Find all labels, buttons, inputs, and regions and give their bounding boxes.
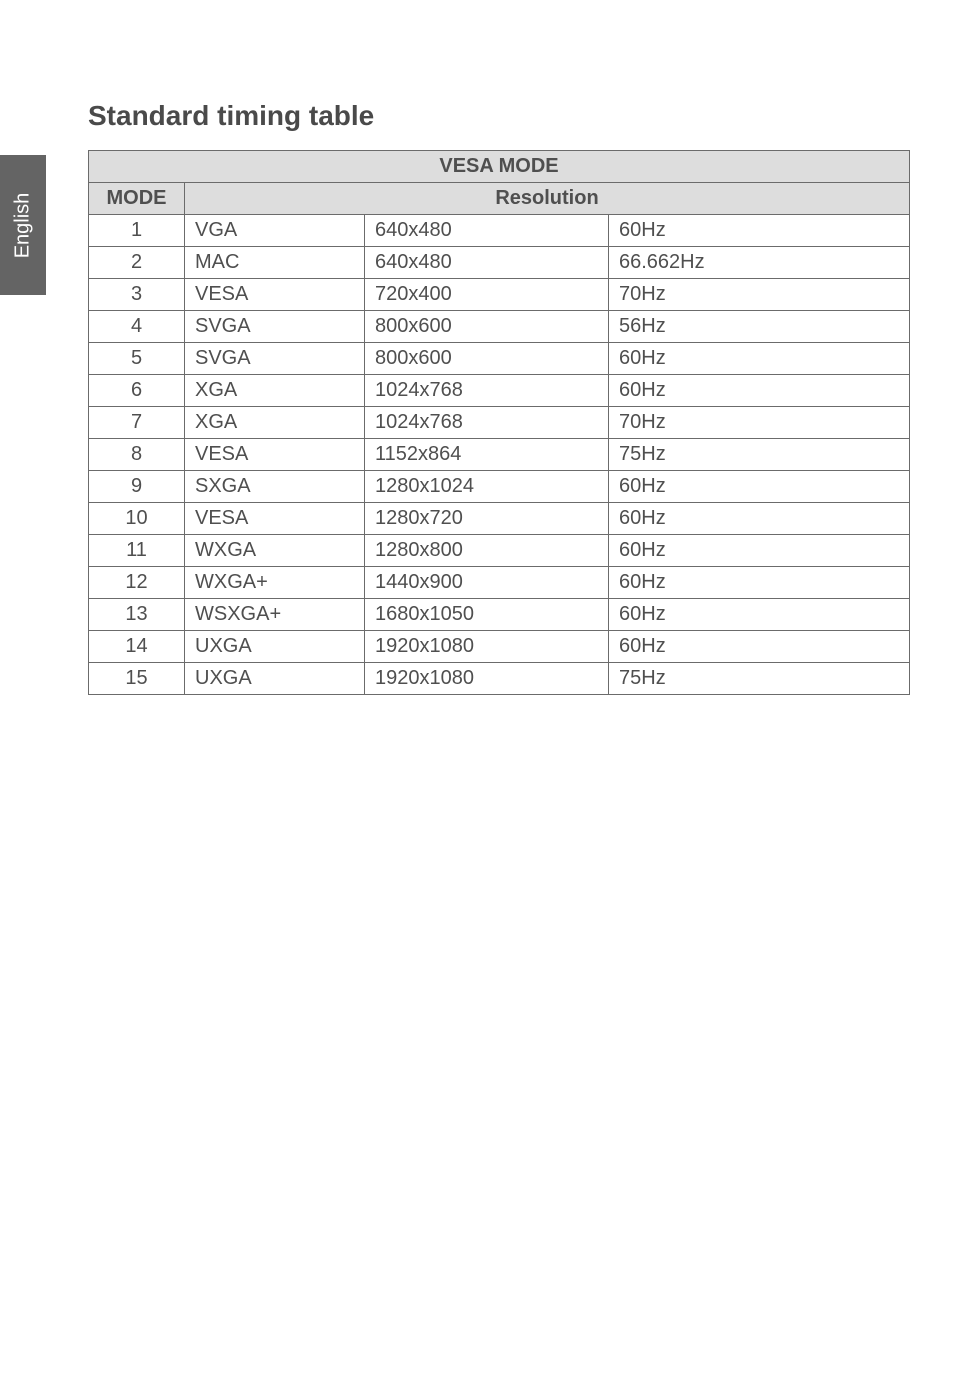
cell-resolution: 1280x800 <box>365 535 609 567</box>
cell-refresh: 60Hz <box>609 567 910 599</box>
table-header-vesa-mode: VESA MODE <box>89 151 910 183</box>
table-row: 1VGA640x48060Hz <box>89 215 910 247</box>
language-side-tab-label: English <box>12 192 35 258</box>
cell-refresh: 70Hz <box>609 279 910 311</box>
cell-mode: 7 <box>89 407 185 439</box>
cell-refresh: 56Hz <box>609 311 910 343</box>
cell-resolution: 1024x768 <box>365 407 609 439</box>
table-row: 12WXGA+1440x90060Hz <box>89 567 910 599</box>
table-row: 2MAC640x48066.662Hz <box>89 247 910 279</box>
cell-resolution: 720x400 <box>365 279 609 311</box>
cell-standard: VESA <box>185 503 365 535</box>
cell-standard: SXGA <box>185 471 365 503</box>
cell-resolution: 1280x720 <box>365 503 609 535</box>
cell-resolution: 800x600 <box>365 343 609 375</box>
cell-resolution: 640x480 <box>365 215 609 247</box>
table-row: 10VESA1280x72060Hz <box>89 503 910 535</box>
cell-mode: 13 <box>89 599 185 631</box>
page-title: Standard timing table <box>88 100 910 132</box>
cell-refresh: 60Hz <box>609 535 910 567</box>
cell-refresh: 60Hz <box>609 599 910 631</box>
table-row: 4SVGA800x60056Hz <box>89 311 910 343</box>
cell-resolution: 1920x1080 <box>365 663 609 695</box>
cell-refresh: 60Hz <box>609 343 910 375</box>
table-row: 11WXGA1280x80060Hz <box>89 535 910 567</box>
cell-mode: 15 <box>89 663 185 695</box>
cell-refresh: 60Hz <box>609 375 910 407</box>
table-row: 14UXGA1920x108060Hz <box>89 631 910 663</box>
timing-table: VESA MODE MODE Resolution 1VGA640x48060H… <box>88 150 910 695</box>
cell-standard: VESA <box>185 279 365 311</box>
table-header-mode: MODE <box>89 183 185 215</box>
cell-standard: WXGA <box>185 535 365 567</box>
cell-standard: XGA <box>185 407 365 439</box>
table-row: 3VESA720x40070Hz <box>89 279 910 311</box>
table-row: 7XGA1024x76870Hz <box>89 407 910 439</box>
cell-refresh: 75Hz <box>609 663 910 695</box>
table-header-resolution: Resolution <box>185 183 910 215</box>
cell-mode: 3 <box>89 279 185 311</box>
cell-standard: MAC <box>185 247 365 279</box>
cell-mode: 4 <box>89 311 185 343</box>
cell-standard: UXGA <box>185 663 365 695</box>
cell-mode: 1 <box>89 215 185 247</box>
cell-mode: 2 <box>89 247 185 279</box>
cell-mode: 12 <box>89 567 185 599</box>
cell-resolution: 640x480 <box>365 247 609 279</box>
cell-refresh: 60Hz <box>609 503 910 535</box>
table-header-row-1: VESA MODE <box>89 151 910 183</box>
cell-refresh: 60Hz <box>609 631 910 663</box>
cell-standard: UXGA <box>185 631 365 663</box>
cell-resolution: 1920x1080 <box>365 631 609 663</box>
cell-standard: XGA <box>185 375 365 407</box>
table-row: 15UXGA1920x108075Hz <box>89 663 910 695</box>
page-content: Standard timing table VESA MODE MODE Res… <box>88 100 910 695</box>
cell-refresh: 60Hz <box>609 471 910 503</box>
cell-resolution: 1680x1050 <box>365 599 609 631</box>
cell-mode: 6 <box>89 375 185 407</box>
cell-refresh: 70Hz <box>609 407 910 439</box>
cell-standard: SVGA <box>185 311 365 343</box>
cell-mode: 9 <box>89 471 185 503</box>
cell-refresh: 60Hz <box>609 215 910 247</box>
cell-resolution: 1440x900 <box>365 567 609 599</box>
cell-resolution: 1024x768 <box>365 375 609 407</box>
cell-resolution: 800x600 <box>365 311 609 343</box>
cell-mode: 11 <box>89 535 185 567</box>
table-row: 6XGA1024x76860Hz <box>89 375 910 407</box>
cell-standard: WXGA+ <box>185 567 365 599</box>
cell-standard: WSXGA+ <box>185 599 365 631</box>
cell-standard: SVGA <box>185 343 365 375</box>
table-row: 13WSXGA+1680x105060Hz <box>89 599 910 631</box>
table-body: 1VGA640x48060Hz 2MAC640x48066.662Hz 3VES… <box>89 215 910 695</box>
table-row: 8VESA1152x86475Hz <box>89 439 910 471</box>
cell-mode: 8 <box>89 439 185 471</box>
cell-resolution: 1152x864 <box>365 439 609 471</box>
cell-standard: VESA <box>185 439 365 471</box>
language-side-tab: English <box>0 155 46 295</box>
cell-mode: 5 <box>89 343 185 375</box>
table-row: 9SXGA1280x102460Hz <box>89 471 910 503</box>
cell-standard: VGA <box>185 215 365 247</box>
cell-resolution: 1280x1024 <box>365 471 609 503</box>
cell-refresh: 75Hz <box>609 439 910 471</box>
table-row: 5SVGA800x60060Hz <box>89 343 910 375</box>
table-header-row-2: MODE Resolution <box>89 183 910 215</box>
cell-mode: 10 <box>89 503 185 535</box>
cell-refresh: 66.662Hz <box>609 247 910 279</box>
cell-mode: 14 <box>89 631 185 663</box>
